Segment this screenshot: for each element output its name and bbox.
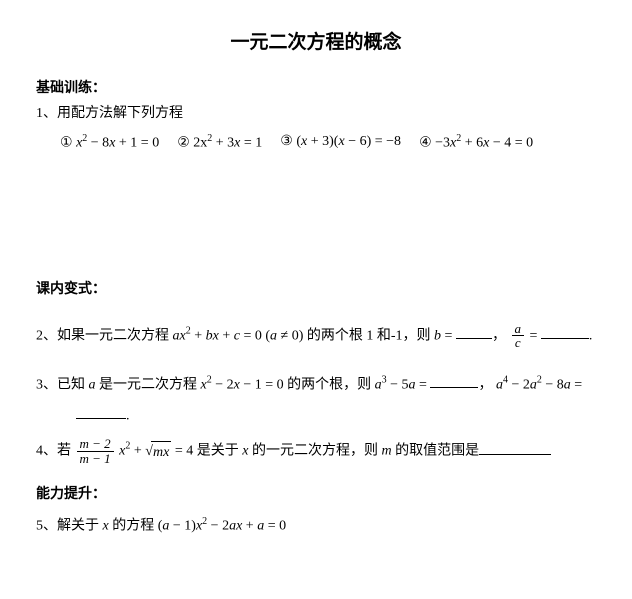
page-title: 一元二次方程的概念 <box>36 28 596 58</box>
q3-blank1 <box>430 372 478 388</box>
c-tail: − 6) = −8 <box>345 134 401 149</box>
b-tail: = 1 <box>240 136 262 151</box>
section-basic: 基础训练： <box>36 76 596 98</box>
q1-eq-d: ④ −3x2 + 6x − 4 = 0 <box>419 131 533 155</box>
q2-bx: bx <box>206 328 219 343</box>
q3-line2: . <box>76 403 596 428</box>
lbl-b: ② <box>177 136 190 151</box>
q3-blank2 <box>76 403 126 419</box>
q5-t1: 解关于 <box>57 519 103 534</box>
q3-aa: a <box>496 377 503 392</box>
q5-num: 5、 <box>36 519 57 534</box>
a-tail: + 1 = 0 <box>115 136 159 151</box>
q2-t1: 如果一元二次方程 <box>57 328 173 343</box>
section-variants: 课内变式： <box>36 277 596 299</box>
lbl-d: ④ <box>419 136 432 151</box>
q3-tail: − 1 = 0 的两个根，则 <box>240 377 375 392</box>
q1-eq-c: ③ (x + 3)(x − 6) = −8 <box>280 131 401 155</box>
q4-frac: m − 2 m − 1 <box>77 437 114 465</box>
q2-b: b <box>434 328 441 343</box>
q4-t2: 的一元二次方程，则 <box>248 444 381 459</box>
q4: 4、若 m − 2 m − 1 x2 + √mx = 4 是关于 x 的一元二次… <box>36 437 596 465</box>
q2-dot: . <box>589 328 593 343</box>
q1: 1、用配方法解下列方程 <box>36 103 596 125</box>
q4-eq4: = 4 是关于 <box>171 444 242 459</box>
page-root: 一元二次方程的概念 基础训练： 1、用配方法解下列方程 ① x2 − 8x + … <box>0 0 632 564</box>
q3: 3、已知 a 是一元二次方程 x2 − 2x − 1 = 0 的两个根，则 a3… <box>36 372 596 397</box>
q2-ne: ≠ 0) 的两个根 1 和-1，则 <box>277 328 434 343</box>
q3-dot: . <box>126 408 130 423</box>
d-mid: + 6 <box>461 136 483 151</box>
q1-equations: ① x2 − 8x + 1 = 0 ② 2x2 + 3x = 1 ③ (x + … <box>60 131 596 155</box>
q3-t2: 是一元二次方程 <box>96 377 201 392</box>
q5-t2: 的方程 <box>109 519 158 534</box>
q2-num: 2、 <box>36 328 57 343</box>
q1-eq-a: ① x2 − 8x + 1 = 0 <box>60 131 159 155</box>
q3-a2: a <box>409 377 416 392</box>
d-tail: − 4 = 0 <box>489 136 533 151</box>
section-ability: 能力提升： <box>36 482 596 504</box>
q3-mmm: − 8 <box>542 377 564 392</box>
q2: 2、如果一元二次方程 ax2 + bx + c = 0 (a ≠ 0) 的两个根… <box>36 322 596 350</box>
q2-eq0: = 0 ( <box>240 328 270 343</box>
q4-blank <box>479 438 551 454</box>
q2-eq: = <box>441 328 456 343</box>
q2-frac-den: c <box>512 335 524 350</box>
q4-t1: 若 <box>57 444 75 459</box>
q4-sqrt: √mx <box>145 441 171 464</box>
q2-eq2: = <box>526 328 541 343</box>
q3-ac: a <box>564 377 571 392</box>
q2-pc: + <box>219 328 234 343</box>
q3-num: 3、 <box>36 377 57 392</box>
q1-num: 1、 <box>36 106 57 121</box>
q2-ax: ax <box>173 328 186 343</box>
q2-frac-num: a <box>511 322 524 336</box>
q3-mm: − 2 <box>508 377 530 392</box>
q2-frac: a c <box>511 322 524 350</box>
d-pre: −3 <box>435 136 450 151</box>
q1-eq-b: ② 2x2 + 3x = 1 <box>177 131 262 155</box>
q3-eq: = <box>416 377 431 392</box>
q5-plus: + <box>242 519 257 534</box>
q3-a3: a <box>375 377 382 392</box>
q3-ab: a <box>530 377 537 392</box>
q4-t3: 的取值范围是 <box>392 444 480 459</box>
q4-sqrt-x: x <box>163 445 169 460</box>
q5: 5、解关于 x 的方程 (a − 1)x2 − 2ax + a = 0 <box>36 514 596 538</box>
b-pre: 2x <box>193 136 207 151</box>
a-mid: − 8 <box>87 136 109 151</box>
c-plus: + 3)( <box>307 134 338 149</box>
q5-m1: − 1) <box>169 519 196 534</box>
q5-eq: = 0 <box>264 519 286 534</box>
q4-m: m <box>381 444 391 459</box>
q3-mid: − 2 <box>212 377 234 392</box>
q3-eqq: = <box>571 377 582 392</box>
q2-plus: + <box>191 328 206 343</box>
q1-stem: 用配方法解下列方程 <box>57 106 183 121</box>
lbl-a: ① <box>60 136 73 151</box>
q4-frac-den: m − 1 <box>80 451 111 466</box>
q3-t1: 已知 <box>57 377 89 392</box>
q2-blank2 <box>541 323 589 339</box>
q4-plus: + <box>130 444 145 459</box>
q3-m5: − 5 <box>387 377 409 392</box>
q2-comma: ， <box>492 328 506 343</box>
q4-num: 4、 <box>36 444 57 459</box>
q2-blank1 <box>456 323 492 339</box>
q5-ax: ax <box>229 519 242 534</box>
q5-mid: − 2 <box>207 519 229 534</box>
q4-sqrt-m: m <box>153 445 163 460</box>
q2-a: a <box>270 328 277 343</box>
q3-a: a <box>89 377 96 392</box>
q4-frac-num: m − 2 <box>80 436 111 451</box>
q3-comma: ， <box>478 377 492 392</box>
b-mid: + 3 <box>212 136 234 151</box>
workspace-gap <box>36 161 596 271</box>
lbl-c: ③ <box>280 134 293 149</box>
